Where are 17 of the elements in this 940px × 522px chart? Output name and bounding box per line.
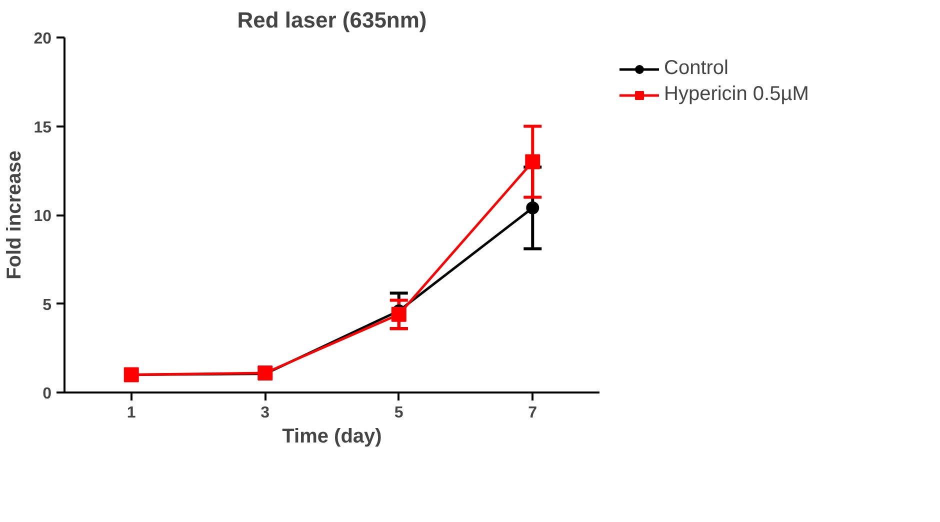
point (526, 201, 540, 214)
legend-label: Control (664, 57, 728, 80)
point (525, 154, 540, 170)
x-axis-title: Time (day) (282, 426, 382, 448)
y-axis-title: Fold increase (4, 150, 26, 280)
y-tick-label: 20 (34, 30, 52, 48)
chart-title: Red laser (635nm) (237, 8, 427, 32)
point (391, 306, 406, 322)
x-tick-label: 5 (394, 404, 404, 422)
y-tick-label: 5 (42, 296, 52, 314)
x-tick-label: 3 (260, 404, 270, 422)
y-tick-label: 10 (34, 208, 52, 225)
x-tick-label: 1 (126, 404, 136, 422)
legend-label: Hypericin 0.5µM (664, 83, 809, 106)
y-tick-label: 0 (42, 386, 52, 402)
x-tick-label: 7 (528, 404, 538, 422)
y-tick-label: 15 (34, 119, 52, 136)
